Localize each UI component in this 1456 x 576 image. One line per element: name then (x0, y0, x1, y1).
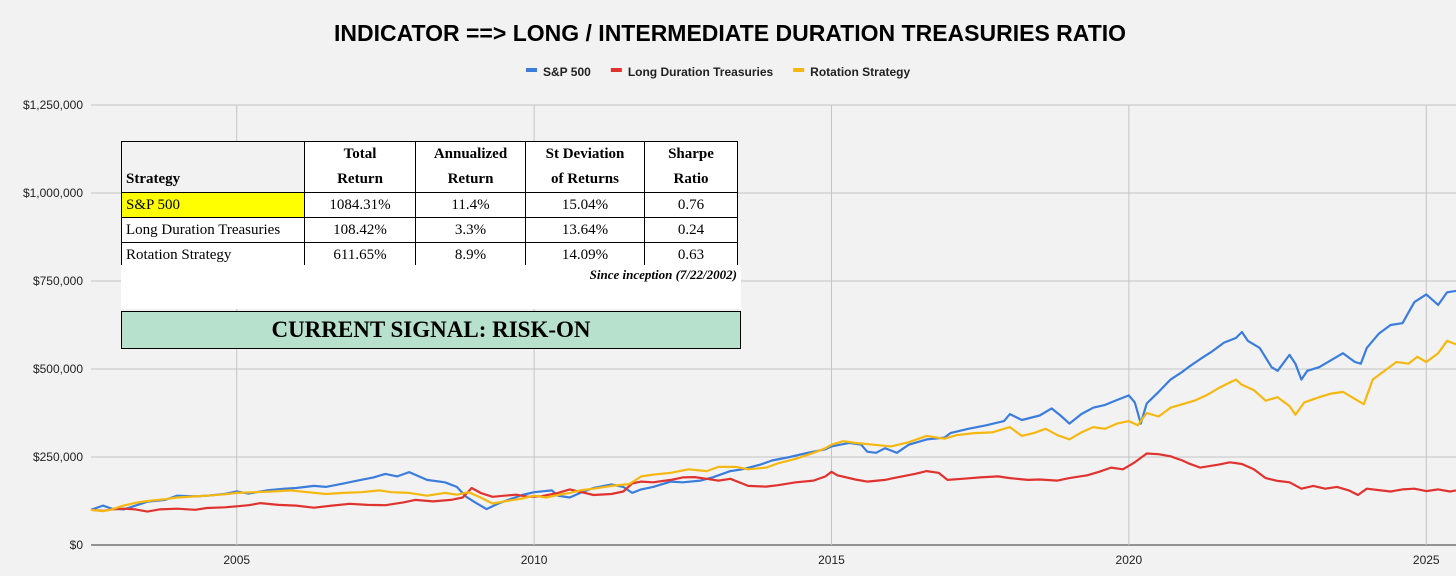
chart-legend: S&P 500 Long Duration Treasuries Rotation … (526, 65, 911, 79)
cell-total-return: 1084.31% (304, 192, 416, 218)
header-annualized-return: Annualized Return (415, 141, 526, 193)
current-signal-banner: CURRENT SIGNAL: RISK-ON (121, 311, 741, 349)
series-line-2 (90, 452, 1456, 513)
stats-table: Strategy Total Return Annualized Return St… (121, 141, 738, 268)
row-name: Long Duration Treasuries (121, 217, 305, 243)
cell-sharpe-ratio: 0.24 (644, 217, 738, 243)
legend-label-2: Long Duration Treasuries (628, 65, 774, 79)
cell-annualized-return: 8.9% (415, 242, 526, 268)
cell-annualized-return: 3.3% (415, 217, 526, 243)
header-sharpe-ratio: Sharpe Ratio (644, 141, 738, 193)
cell-st-deviation: 14.09% (525, 242, 645, 268)
table-row: Rotation Strategy 611.65% 8.9% 14.09% 0.… (121, 242, 738, 268)
cell-annualized-return: 11.4% (415, 192, 526, 218)
cell-sharpe-ratio: 0.76 (644, 192, 738, 218)
chart-title: INDICATOR ==> LONG / INTERMEDIATE DURATI… (334, 20, 1126, 46)
cell-st-deviation: 15.04% (525, 192, 645, 218)
header-st-deviation: St Deviation of Returns (525, 141, 645, 193)
series-line-1 (90, 289, 1456, 511)
legend-label-3: Rotation Strategy (810, 65, 910, 79)
legend-swatch-1 (526, 68, 537, 72)
chart-series (90, 289, 1456, 513)
cell-st-deviation: 13.64% (525, 217, 645, 243)
inception-note-box: Since inception (7/22/2002) (121, 265, 741, 309)
row-name: Rotation Strategy (121, 242, 305, 268)
cell-total-return: 108.42% (304, 217, 416, 243)
cell-sharpe-ratio: 0.63 (644, 242, 738, 268)
y-tick-label: $500,000 (33, 362, 83, 376)
legend-swatch-2 (610, 68, 622, 72)
stats-header-row: Strategy Total Return Annualized Return St… (121, 141, 738, 193)
header-strategy: Strategy (121, 141, 305, 193)
header-total-return: Total Return (304, 141, 416, 193)
y-tick-label: $750,000 (33, 274, 83, 288)
y-tick-label: $0 (70, 538, 84, 552)
x-tick-label: 2015 (818, 553, 845, 567)
x-tick-label: 2005 (223, 553, 250, 567)
chart-axes: $0 $250,000 $500,000 $750,000 $1,000,000 $1,2… (23, 98, 1440, 567)
y-tick-label: $1,250,000 (23, 98, 83, 112)
stats-panel: Strategy Total Return Annualized Return St… (121, 141, 741, 349)
x-tick-label: 2020 (1116, 553, 1143, 567)
cell-total-return: 611.65% (304, 242, 416, 268)
y-tick-label: $1,000,000 (23, 186, 83, 200)
y-tick-label: $250,000 (33, 450, 83, 464)
legend-label-1: S&P 500 (543, 65, 591, 79)
x-tick-label: 2010 (521, 553, 548, 567)
x-tick-label: 2025 (1413, 553, 1440, 567)
inception-note: Since inception (7/22/2002) (589, 267, 737, 282)
table-row: S&P 500 1084.31% 11.4% 15.04% 0.76 (121, 192, 738, 218)
current-signal-text: CURRENT SIGNAL: RISK-ON (271, 317, 591, 342)
legend-swatch-3 (793, 68, 805, 72)
row-name: S&P 500 (121, 192, 305, 218)
series-line-3 (90, 339, 1456, 513)
table-row: Long Duration Treasuries 108.42% 3.3% 13… (121, 217, 738, 243)
